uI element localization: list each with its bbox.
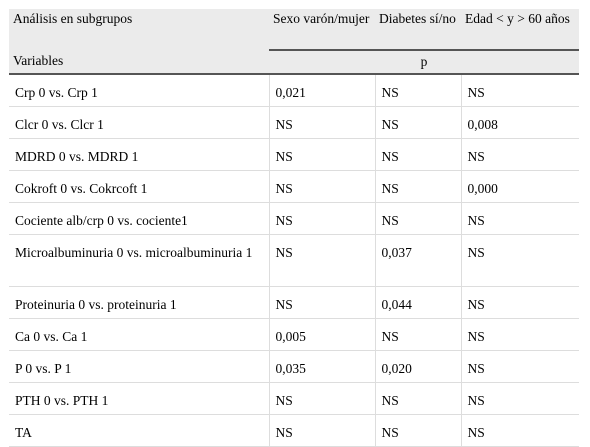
edad-p-cell: NS	[461, 318, 579, 351]
table-row: Clcr 0 vs. Clcr 1 NS NS 0,008	[9, 106, 579, 139]
diabetes-p-cell: 0,037	[375, 234, 462, 287]
table-container: Análisis en subgrupos Sexo varón/mujer D…	[9, 9, 579, 447]
table-row: Cociente alb/crp 0 vs. cociente1 NS NS NS	[9, 202, 579, 235]
table-header: Análisis en subgrupos Sexo varón/mujer D…	[9, 9, 579, 75]
edad-p-cell: NS	[461, 286, 579, 319]
variable-cell: Crp 0 vs. Crp 1	[9, 74, 270, 107]
variable-cell: Proteinuria 0 vs. proteinuria 1	[9, 286, 270, 319]
diabetes-p-cell: NS	[375, 138, 462, 171]
table-body: Crp 0 vs. Crp 1 0,021 NS NS Clcr 0 vs. Clcr …	[9, 74, 579, 447]
diabetes-p-cell: 0,044	[375, 286, 462, 319]
table-row: TA NS NS NS	[9, 414, 579, 447]
variable-cell: Microalbuminuria 0 vs. microalbuminuria …	[9, 234, 270, 287]
sexo-p-cell: NS	[269, 170, 376, 203]
edad-p-cell: NS	[461, 138, 579, 171]
subgroup-analysis-table: Análisis en subgrupos Sexo varón/mujer D…	[9, 9, 579, 447]
edad-p-cell: NS	[461, 382, 579, 415]
diabetes-p-cell: NS	[375, 106, 462, 139]
group-header: Análisis en subgrupos	[9, 9, 269, 50]
table-row: PTH 0 vs. PTH 1 NS NS NS	[9, 382, 579, 415]
variable-cell: P 0 vs. P 1	[9, 350, 270, 383]
diabetes-p-cell: NS	[375, 382, 462, 415]
sexo-p-cell: 0,005	[269, 318, 376, 351]
variable-cell: Cokroft 0 vs. Cokrcoft 1	[9, 170, 270, 203]
table-row: Proteinuria 0 vs. proteinuria 1 NS 0,044 NS	[9, 286, 579, 319]
table-row: Ca 0 vs. Ca 1 0,005 NS NS	[9, 318, 579, 351]
column-header-diabetes: Diabetes sí/no	[375, 9, 461, 51]
sexo-p-cell: NS	[269, 202, 376, 235]
sexo-p-cell: NS	[269, 138, 376, 171]
column-header-sexo: Sexo varón/mujer	[269, 9, 375, 51]
table-row: MDRD 0 vs. MDRD 1 NS NS NS	[9, 138, 579, 171]
table-row: P 0 vs. P 1 0,035 0,020 NS	[9, 350, 579, 383]
variable-cell: Ca 0 vs. Ca 1	[9, 318, 270, 351]
edad-p-cell: NS	[461, 234, 579, 287]
sexo-p-cell: 0,021	[269, 74, 376, 107]
edad-p-cell: 0,000	[461, 170, 579, 203]
diabetes-p-cell: NS	[375, 74, 462, 107]
variable-cell: PTH 0 vs. PTH 1	[9, 382, 270, 415]
edad-p-cell: 0,008	[461, 106, 579, 139]
variable-cell: Cociente alb/crp 0 vs. cociente1	[9, 202, 270, 235]
column-header-edad: Edad < y > 60 años	[461, 9, 579, 51]
edad-p-cell: NS	[461, 74, 579, 107]
edad-p-cell: NS	[461, 350, 579, 383]
variable-cell: MDRD 0 vs. MDRD 1	[9, 138, 270, 171]
edad-p-cell: NS	[461, 414, 579, 447]
variables-header: Variables	[9, 50, 269, 75]
variable-cell: Clcr 0 vs. Clcr 1	[9, 106, 270, 139]
sexo-p-cell: NS	[269, 414, 376, 447]
sexo-p-cell: 0,035	[269, 350, 376, 383]
sexo-p-cell: NS	[269, 234, 376, 287]
table-row: Microalbuminuria 0 vs. microalbuminuria …	[9, 234, 579, 287]
diabetes-p-cell: NS	[375, 202, 462, 235]
table-row: Cokroft 0 vs. Cokrcoft 1 NS NS 0,000	[9, 170, 579, 203]
sexo-p-cell: NS	[269, 286, 376, 319]
diabetes-p-cell: 0,020	[375, 350, 462, 383]
sexo-p-cell: NS	[269, 382, 376, 415]
diabetes-p-cell: NS	[375, 318, 462, 351]
sexo-p-cell: NS	[269, 106, 376, 139]
edad-p-cell: NS	[461, 202, 579, 235]
variable-cell: TA	[9, 414, 270, 447]
diabetes-p-cell: NS	[375, 414, 462, 447]
table-row: Crp 0 vs. Crp 1 0,021 NS NS	[9, 74, 579, 107]
diabetes-p-cell: NS	[375, 170, 462, 203]
p-value-header: p	[269, 50, 579, 75]
